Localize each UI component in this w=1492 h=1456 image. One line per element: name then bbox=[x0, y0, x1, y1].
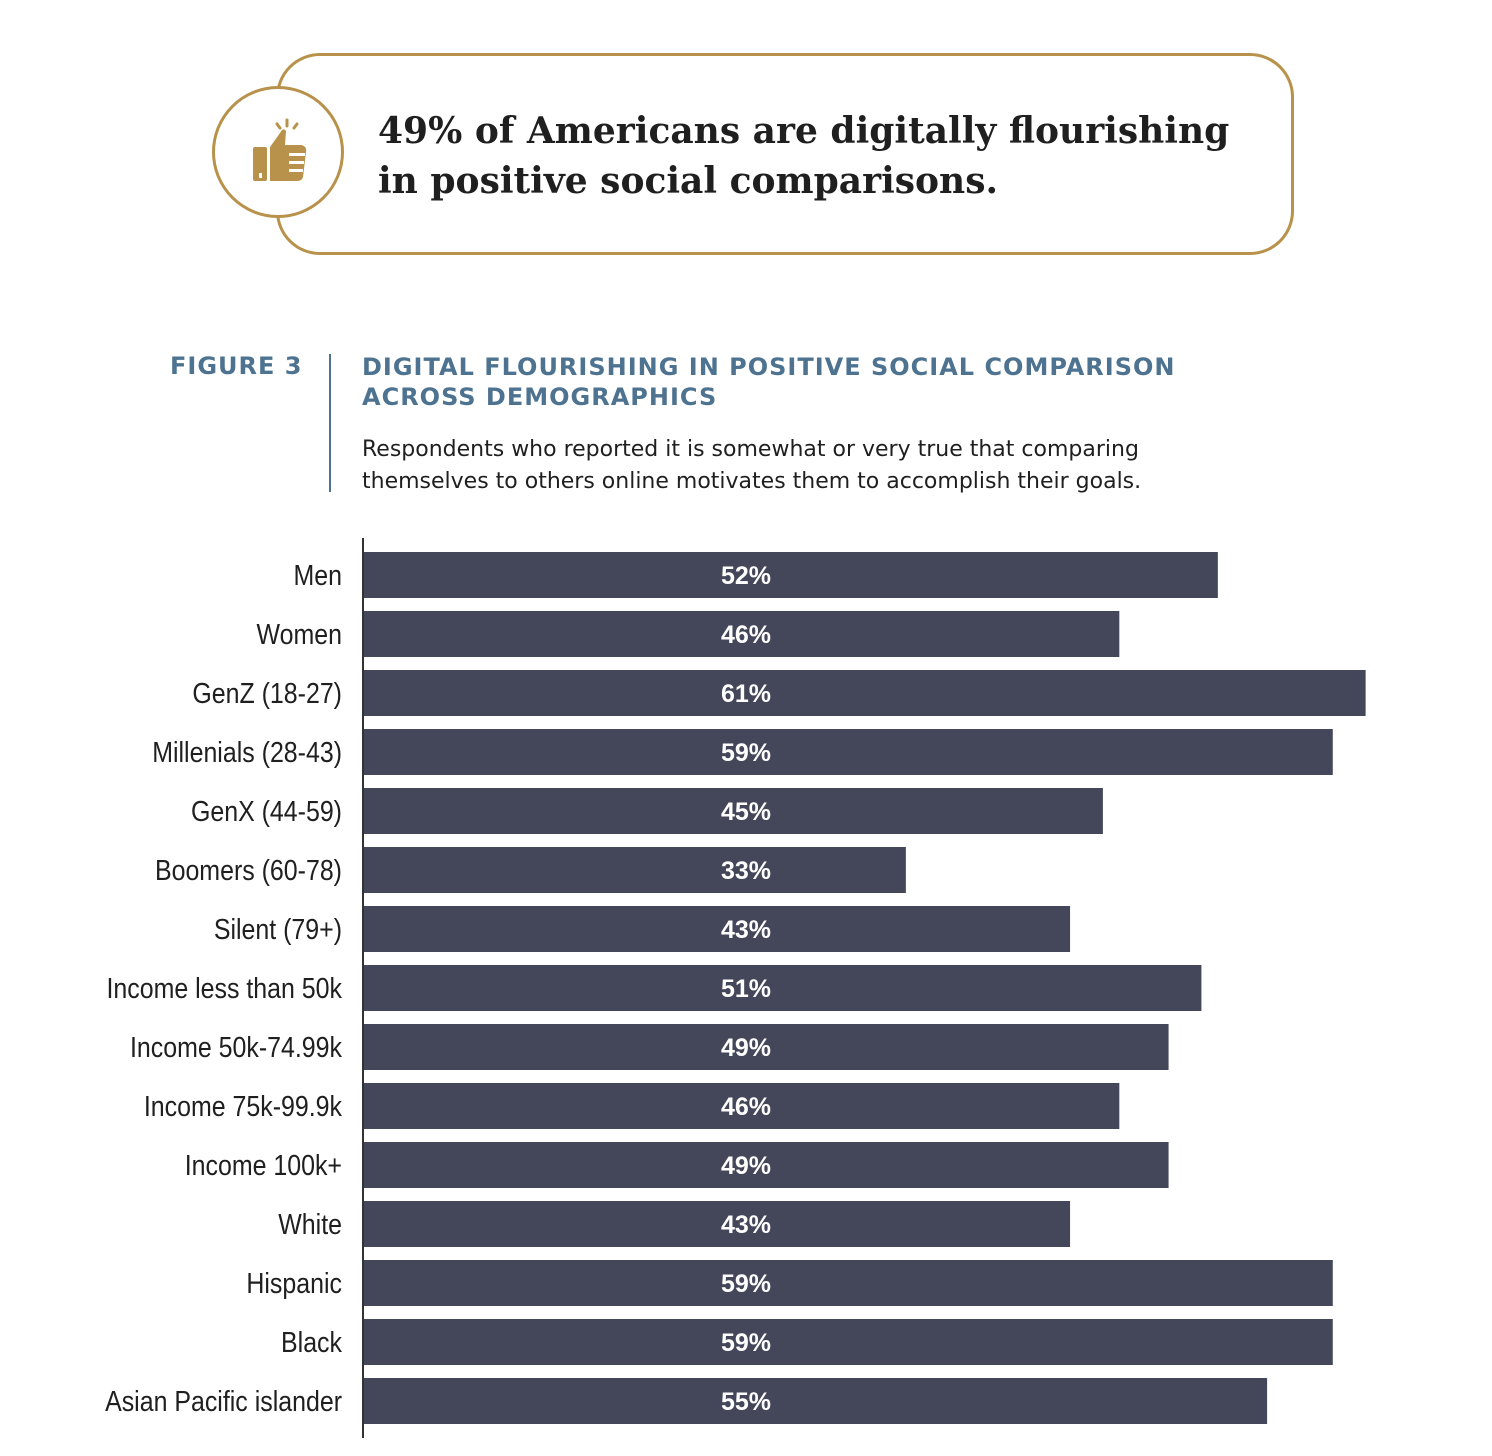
category-label: Hispanic bbox=[246, 1267, 342, 1299]
category-label: White bbox=[278, 1208, 342, 1240]
figure-title-line-1: DIGITAL FLOURISHING IN POSITIVE SOCIAL C… bbox=[362, 353, 1176, 381]
bar bbox=[364, 965, 1202, 1011]
category-label: Silent (79+) bbox=[214, 913, 342, 945]
value-label: 52% bbox=[721, 562, 771, 590]
category-label: Women bbox=[257, 618, 342, 650]
value-label: 51% bbox=[721, 975, 771, 1003]
category-label: Men bbox=[294, 559, 342, 591]
value-label: 55% bbox=[721, 1388, 771, 1416]
figure-subtitle-line-2: themselves to others online motivates th… bbox=[362, 469, 1142, 494]
bar bbox=[364, 788, 1103, 834]
bar bbox=[364, 1142, 1169, 1188]
value-label: 59% bbox=[721, 739, 771, 767]
value-label: 45% bbox=[721, 798, 771, 826]
bar bbox=[364, 670, 1366, 716]
bar bbox=[364, 1083, 1120, 1129]
value-label: 43% bbox=[721, 1211, 771, 1239]
category-label: Income less than 50k bbox=[106, 972, 342, 1004]
value-label: 49% bbox=[721, 1034, 771, 1062]
bar bbox=[364, 1378, 1268, 1424]
category-label: GenZ (18-27) bbox=[192, 677, 342, 709]
figure-label: FIGURE 3 bbox=[170, 352, 303, 380]
callout-badge bbox=[212, 86, 344, 218]
category-label: Boomers (60-78) bbox=[155, 854, 342, 886]
value-label: 59% bbox=[721, 1329, 771, 1357]
value-label: 33% bbox=[721, 857, 771, 885]
thumbs-up-icon bbox=[253, 118, 307, 181]
value-label: 59% bbox=[721, 1270, 771, 1298]
category-label: Black bbox=[281, 1326, 342, 1358]
bar bbox=[364, 1024, 1169, 1070]
value-label: 49% bbox=[721, 1152, 771, 1180]
figure-divider bbox=[329, 354, 331, 492]
value-label: 43% bbox=[721, 916, 771, 944]
bar bbox=[364, 729, 1333, 775]
bar bbox=[364, 847, 906, 893]
category-label: Income 50k-74.99k bbox=[130, 1031, 342, 1063]
bar-chart: Men 52% Women 46% GenZ (18-27) 61% Millenials … bbox=[105, 538, 1366, 1438]
callout-box bbox=[276, 53, 1294, 255]
bar bbox=[364, 1260, 1333, 1306]
value-label: 61% bbox=[721, 680, 771, 708]
figure-subtitle-line-1: Respondents who reported it is somewhat … bbox=[362, 437, 1139, 462]
figure-subtitle: Respondents who reported it is somewhat … bbox=[362, 434, 1262, 498]
bar bbox=[364, 611, 1120, 657]
value-label: 46% bbox=[721, 621, 771, 649]
figure-title: DIGITAL FLOURISHING IN POSITIVE SOCIAL C… bbox=[362, 352, 1262, 412]
category-label: Millenials (28-43) bbox=[152, 736, 342, 768]
callout-headline: 49% of Americans are digitally flourishi… bbox=[378, 106, 1258, 206]
category-label: Income 75k-99.9k bbox=[144, 1090, 343, 1122]
headline-line-2: in positive social comparisons. bbox=[378, 160, 998, 202]
figure-title-line-2: ACROSS DEMOGRAPHICS bbox=[362, 383, 718, 411]
category-label: Income 100k+ bbox=[185, 1149, 342, 1181]
bar bbox=[364, 552, 1218, 598]
bar bbox=[364, 1319, 1333, 1365]
value-label: 46% bbox=[721, 1093, 771, 1121]
category-label: Asian Pacific islander bbox=[105, 1385, 342, 1417]
category-label: GenX (44-59) bbox=[191, 795, 342, 827]
bar bbox=[364, 906, 1071, 952]
bar bbox=[364, 1201, 1071, 1247]
headline-line-1: 49% of Americans are digitally flourishi… bbox=[378, 110, 1230, 152]
